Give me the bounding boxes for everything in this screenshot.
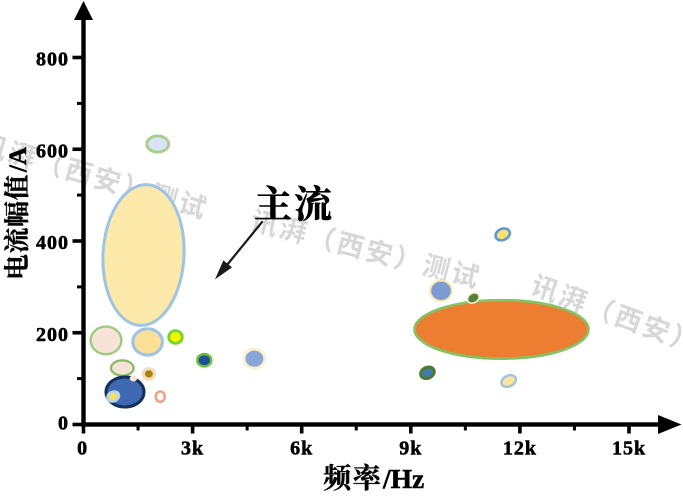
svg-text:0: 0 (77, 438, 88, 460)
svg-text:3k: 3k (181, 438, 204, 460)
svg-text:600: 600 (36, 140, 69, 162)
svg-text:15k: 15k (612, 438, 646, 460)
svg-text:800: 800 (36, 49, 69, 71)
svg-text:0: 0 (58, 413, 69, 435)
svg-text:12k: 12k (503, 438, 537, 460)
svg-text:6k: 6k (290, 438, 313, 460)
svg-text:400: 400 (36, 232, 69, 254)
svg-text:200: 200 (36, 324, 69, 346)
svg-text:/Hz: /Hz (382, 463, 424, 494)
svg-text:/A: /A (5, 147, 32, 173)
svg-text:9k: 9k (399, 438, 422, 460)
